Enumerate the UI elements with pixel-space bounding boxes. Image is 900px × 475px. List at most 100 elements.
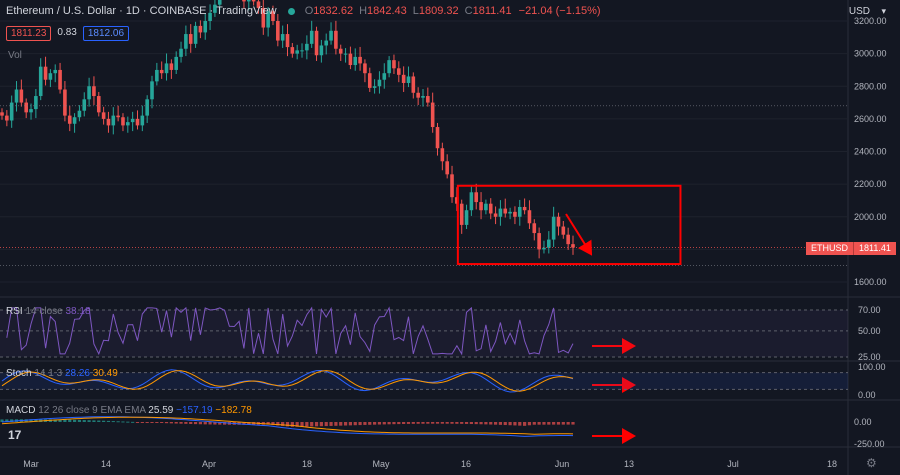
ohlc-readout: O1832.62 H1842.43 L1809.32 C1811.41 xyxy=(303,5,516,17)
tradingview-logo-icon[interactable]: 17 xyxy=(8,428,22,442)
candle-body xyxy=(280,34,285,41)
candle-body xyxy=(556,216,561,227)
candle-body xyxy=(484,203,488,211)
candle-body xyxy=(367,73,372,88)
macd-histogram-bar xyxy=(63,419,67,422)
candle-body xyxy=(343,53,348,55)
candle-body xyxy=(406,76,411,83)
y-tick-label: 3000.00 xyxy=(854,49,887,59)
candle-body xyxy=(377,79,382,87)
macd-histogram-bar xyxy=(547,422,551,425)
candle-body xyxy=(551,216,556,240)
currency-label[interactable]: USD xyxy=(848,6,870,17)
candle-body xyxy=(363,63,367,74)
macd-legend[interactable]: MACD 12 26 close 9 EMA EMA 25.59 −157.19… xyxy=(6,405,252,416)
ask-badge[interactable]: 1812.06 xyxy=(82,26,130,41)
macd-histogram-bar xyxy=(203,422,207,425)
gear-icon[interactable]: ⚙ xyxy=(866,456,877,470)
macd-histogram-bar xyxy=(29,419,33,422)
macd-histogram-bar xyxy=(431,422,435,424)
bid-badge[interactable]: 1811.23 xyxy=(6,26,52,41)
macd-histogram-bar xyxy=(174,422,178,424)
candle-body xyxy=(392,60,396,69)
candle-body xyxy=(459,203,464,225)
ohlc-key: O xyxy=(304,5,314,17)
macd-histogram-bar xyxy=(131,421,135,423)
symbol-title[interactable]: Ethereum / U.S. Dollar · 1D · COINBASE ·… xyxy=(6,5,277,17)
stoch-d-line xyxy=(1,370,574,392)
y-tick-label: 2400.00 xyxy=(854,147,887,157)
macd-histogram-bar xyxy=(150,422,154,423)
candle-body xyxy=(150,81,154,100)
macd-histogram-bar xyxy=(193,422,198,425)
y-tick-label: 1600.00 xyxy=(854,277,887,287)
candle-body xyxy=(387,60,391,74)
macd-histogram-bar xyxy=(387,422,391,425)
candle-body xyxy=(571,244,575,248)
rsi-tick-label: 70.00 xyxy=(858,305,881,315)
candle-body xyxy=(493,213,498,217)
x-tick-label: Jul xyxy=(727,459,739,469)
chevron-down-icon[interactable]: ▾ xyxy=(881,6,886,16)
macd-histogram-bar xyxy=(87,420,91,422)
macd-histogram-bar xyxy=(189,422,193,424)
macd-tick-label: 0.00 xyxy=(854,417,872,427)
candle-body xyxy=(503,208,508,214)
macd-histogram-bar xyxy=(58,419,62,422)
macd-histogram-bar xyxy=(513,422,517,426)
candle-body xyxy=(169,63,174,70)
candle-body xyxy=(92,86,96,97)
rsi-tick-label: 50.00 xyxy=(858,326,881,336)
candle-body xyxy=(498,208,503,217)
macd-histogram-bar xyxy=(445,422,449,424)
macd-histogram-bar xyxy=(68,419,72,422)
rsi-name: RSI xyxy=(6,306,23,317)
macd-histogram-bar xyxy=(276,422,280,426)
candle-body xyxy=(121,117,125,126)
candle-body xyxy=(421,96,425,98)
candle-body xyxy=(242,0,246,2)
macd-histogram-bar xyxy=(440,422,444,424)
rsi-legend[interactable]: RSI 14 close 38.18 xyxy=(6,306,91,317)
volume-label[interactable]: Vol xyxy=(8,50,22,61)
candle-body xyxy=(416,92,420,98)
macd-histogram-bar xyxy=(484,422,488,425)
macd-histogram-bar xyxy=(416,422,420,424)
macd-histogram-bar xyxy=(469,422,473,425)
ohlc-value: 1809.32 xyxy=(418,5,459,17)
ohlc-value: 1811.41 xyxy=(472,5,512,17)
macd-histogram-bar xyxy=(281,422,285,426)
macd-tick-label: -250.00 xyxy=(854,439,885,449)
candle-body xyxy=(566,234,570,245)
stoch-d-value: 30.49 xyxy=(92,368,118,379)
candle-body xyxy=(319,45,324,56)
stoch-tick-label: 100.00 xyxy=(858,362,886,372)
ohlc-key: C xyxy=(464,5,473,17)
x-tick-label: Jun xyxy=(555,459,570,469)
macd-histogram-bar xyxy=(135,422,140,423)
rsi-line xyxy=(6,306,574,356)
candle-body xyxy=(450,174,454,198)
macd-histogram-bar xyxy=(348,422,353,426)
candle-body xyxy=(203,21,208,33)
macd-histogram-bar xyxy=(460,422,464,424)
candle-body xyxy=(63,89,67,116)
candle-body xyxy=(29,109,33,113)
candle-body xyxy=(116,115,120,118)
candle-body xyxy=(179,48,183,57)
macd-params: 12 26 close 9 EMA EMA xyxy=(38,405,146,416)
macd-histogram-bar xyxy=(518,422,522,426)
macd-histogram-bar xyxy=(169,422,173,424)
candle-body xyxy=(188,34,193,44)
stoch-legend[interactable]: Stoch 14 1 3 28.26 30.49 xyxy=(6,368,118,379)
macd-histogram-bar xyxy=(314,422,319,427)
candle-body xyxy=(440,148,445,162)
macd-histogram-bar xyxy=(324,422,328,427)
candle-body xyxy=(198,25,203,33)
macd-histogram-bar xyxy=(426,422,430,424)
macd-histogram-bar xyxy=(450,422,454,424)
macd-histogram-bar xyxy=(421,422,425,424)
candle-body xyxy=(445,161,449,175)
candle-body xyxy=(130,118,135,123)
